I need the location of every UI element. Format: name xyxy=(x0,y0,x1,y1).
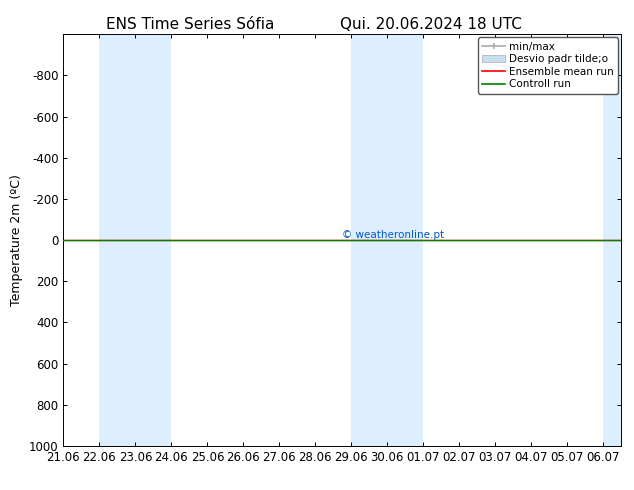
Text: ENS Time Series Sófia: ENS Time Series Sófia xyxy=(106,17,275,32)
Bar xyxy=(351,34,424,446)
Text: © weatheronline.pt: © weatheronline.pt xyxy=(342,230,444,240)
Y-axis label: Temperature 2m (ºC): Temperature 2m (ºC) xyxy=(10,174,23,306)
Text: Qui. 20.06.2024 18 UTC: Qui. 20.06.2024 18 UTC xyxy=(340,17,522,32)
Bar xyxy=(604,34,621,446)
Legend: min/max, Desvio padr tilde;o, Ensemble mean run, Controll run: min/max, Desvio padr tilde;o, Ensemble m… xyxy=(478,37,618,94)
Bar xyxy=(100,34,171,446)
